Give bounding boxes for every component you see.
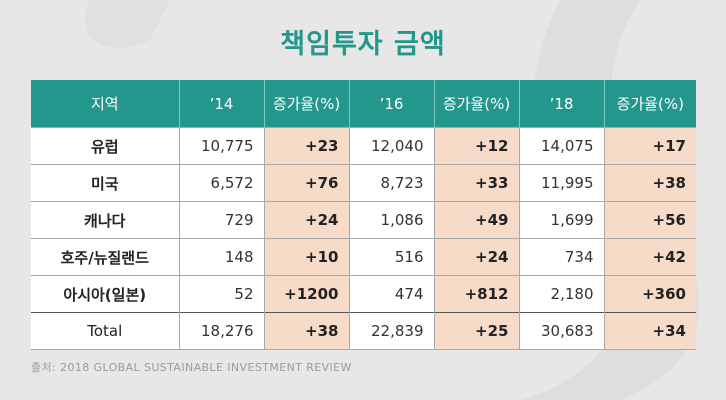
amount-cell: 1,699 [518,201,604,239]
growth-cell: +360 [603,275,696,313]
header-cell: ’16 [348,80,434,128]
growth-cell: +42 [603,238,696,276]
amount-cell: 12,040 [348,127,434,165]
table-row: 호주/뉴질랜드 148 +10 516 +24 734 +42 [31,238,696,276]
amount-cell: 474 [348,275,434,313]
growth-cell: +38 [603,164,696,202]
region-label: 아시아(일본) [31,275,179,313]
growth-cell: +23 [263,127,349,165]
amount-cell: 52 [178,275,264,313]
growth-cell: +56 [603,201,696,239]
growth-cell: +33 [433,164,519,202]
table-row: 아시아(일본) 52 +1200 474 +812 2,180 +360 [31,275,696,313]
table-row: 유럽 10,775 +23 12,040 +12 14,075 +17 [31,127,696,165]
growth-cell: +25 [433,312,519,350]
growth-cell: +10 [263,238,349,276]
header-cell: 증가율(%) [433,80,519,128]
table-row: 캐나다 729 +24 1,086 +49 1,699 +56 [31,201,696,239]
region-label: 호주/뉴질랜드 [31,238,179,276]
amount-cell: 14,075 [518,127,604,165]
amount-cell: 2,180 [518,275,604,313]
header-region: 지역 [31,80,179,128]
amount-cell: 8,723 [348,164,434,202]
header-cell: ’18 [518,80,604,128]
growth-cell: +24 [433,238,519,276]
region-label: 유럽 [31,127,179,165]
growth-cell: +12 [433,127,519,165]
amount-cell: 10,775 [178,127,264,165]
table-body: 유럽 10,775 +23 12,040 +12 14,075 +17 미국 6,572 +76 8… [31,127,696,350]
growth-cell: +49 [433,201,519,239]
table-header-row: 지역 ’14 증가율(%) ’16 증가율(%) ’18 증가율(%) [31,80,696,128]
amount-cell: 11,995 [518,164,604,202]
growth-cell: +76 [263,164,349,202]
growth-cell: +1200 [263,275,349,313]
amount-cell: 729 [178,201,264,239]
amount-cell: 18,276 [178,312,264,350]
amount-cell: 516 [348,238,434,276]
table-row: 미국 6,572 +76 8,723 +33 11,995 +38 [31,164,696,202]
source-note: 출처: 2018 GLOBAL SUSTAINABLE INVESTMENT R… [31,361,352,374]
growth-cell: +24 [263,201,349,239]
growth-cell: +38 [263,312,349,350]
table-row: Total 18,276 +38 22,839 +25 30,683 +34 [31,312,696,350]
growth-cell: +34 [603,312,696,350]
growth-cell: +17 [603,127,696,165]
region-label: 미국 [31,164,179,202]
region-label: Total [31,312,179,350]
amount-cell: 734 [518,238,604,276]
amount-cell: 22,839 [348,312,434,350]
region-label: 캐나다 [31,201,179,239]
amount-cell: 30,683 [518,312,604,350]
header-cell: 증가율(%) [263,80,349,128]
amount-cell: 1,086 [348,201,434,239]
amount-cell: 6,572 [178,164,264,202]
amount-cell: 148 [178,238,264,276]
chart-title: 책임투자 금액 [280,29,446,60]
header-cell: ’14 [178,80,264,128]
growth-cell: +812 [433,275,519,313]
header-cell: 증가율(%) [603,80,696,128]
investment-table: 지역 ’14 증가율(%) ’16 증가율(%) ’18 증가율(%) 유럽 10,775 +2… [31,80,696,350]
